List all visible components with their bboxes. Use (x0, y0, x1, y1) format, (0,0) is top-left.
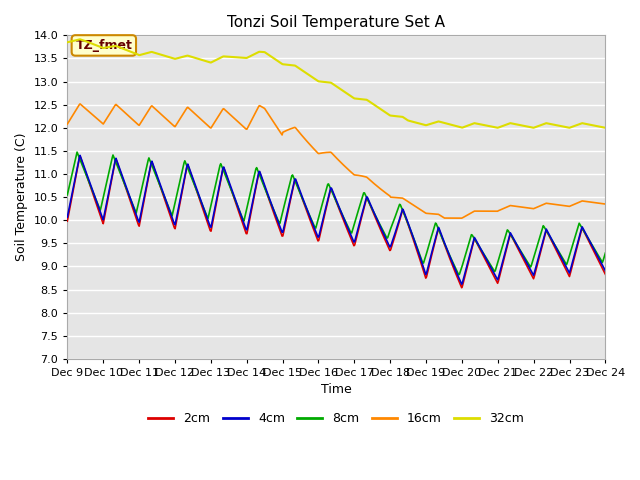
Text: TZ_fmet: TZ_fmet (76, 39, 132, 52)
Title: Tonzi Soil Temperature Set A: Tonzi Soil Temperature Set A (227, 15, 445, 30)
Y-axis label: Soil Temperature (C): Soil Temperature (C) (15, 133, 28, 262)
Legend: 2cm, 4cm, 8cm, 16cm, 32cm: 2cm, 4cm, 8cm, 16cm, 32cm (143, 407, 529, 430)
X-axis label: Time: Time (321, 384, 352, 396)
